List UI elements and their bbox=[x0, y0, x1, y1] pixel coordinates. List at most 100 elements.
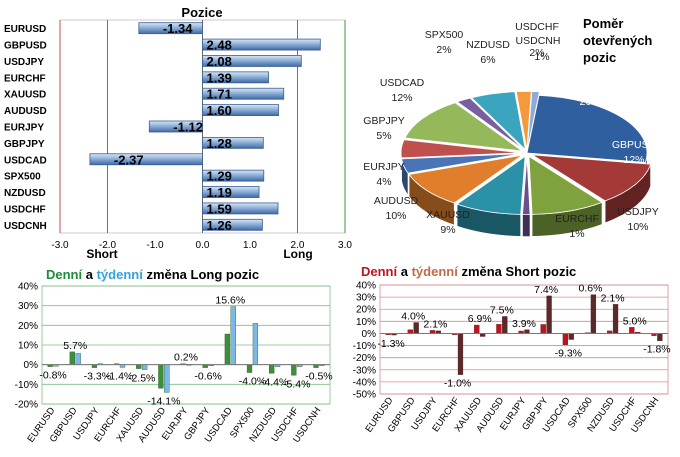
pie-label-percent: 2% bbox=[436, 44, 451, 56]
pie-label-percent: 1% bbox=[569, 228, 584, 240]
position-value-label: 2.08 bbox=[207, 54, 232, 69]
long-title-part-3: týdenní bbox=[97, 267, 144, 282]
bar-t-denn--usdcad bbox=[230, 306, 236, 365]
y-tick-label: 30% bbox=[356, 293, 376, 304]
bar-denn--usdchf bbox=[291, 364, 297, 376]
position-bar-eurusd bbox=[138, 22, 203, 35]
bar-t-denn--eurjpy bbox=[524, 329, 530, 334]
pie-label-name: USDCNH bbox=[516, 35, 561, 47]
position-category-label: NZDUSD bbox=[4, 188, 46, 199]
data-label: -1.3% bbox=[377, 338, 404, 350]
bar-t-denn--spx500 bbox=[252, 323, 259, 365]
pie-label-name: EURJPY bbox=[363, 161, 404, 173]
position-value-label: 1.39 bbox=[207, 70, 232, 85]
position-value-label: 1.71 bbox=[207, 87, 232, 102]
bar-denn--usdcad bbox=[224, 333, 231, 365]
data-label: 4.0% bbox=[401, 311, 425, 323]
short-title-part-3: týdenní bbox=[412, 264, 459, 279]
data-label: 0.6% bbox=[578, 283, 602, 295]
bar-t-denn--xauusd bbox=[141, 364, 148, 370]
bar-t-denn--usdcad bbox=[568, 333, 574, 340]
pie-slice-usdjpy bbox=[528, 155, 603, 215]
position-bar-eurchf bbox=[202, 71, 269, 84]
positions-title: Pozice bbox=[181, 5, 222, 20]
pie-title-line-1: Poměr bbox=[583, 16, 623, 31]
bar-denn--audusd bbox=[496, 324, 502, 334]
data-label: -14.1% bbox=[147, 395, 180, 407]
position-value-label: 1.59 bbox=[207, 201, 232, 216]
short-label: Short bbox=[86, 247, 117, 261]
position-value-label: -1.12 bbox=[173, 120, 203, 135]
long-title-part-2: a bbox=[82, 267, 96, 282]
position-bar-audusd bbox=[202, 104, 279, 117]
data-label: 2.1% bbox=[601, 292, 625, 304]
pie-label-name: GBPJPY bbox=[363, 115, 404, 127]
position-bar-eurjpy bbox=[148, 120, 203, 133]
pie-slice-gbpusd bbox=[531, 154, 652, 202]
pie-label-percent: 1% bbox=[534, 51, 549, 63]
position-value-label: 1.29 bbox=[207, 169, 232, 184]
position-x-tick: 3.0 bbox=[338, 240, 352, 251]
data-label: -0.5% bbox=[305, 371, 332, 383]
position-x-tick: -3.0 bbox=[51, 240, 69, 251]
pie-label-percent: 26% bbox=[579, 96, 600, 108]
positions-chart: Pozice -1.34 2.482.081.39 1.711.60 -1.12 1.2… bbox=[4, 5, 352, 261]
position-category-label: SPX500 bbox=[4, 172, 41, 183]
pie-label-name: USDCHF bbox=[515, 21, 559, 33]
short-change-chart: Denní a týdenní změna Short pozic 40%30%… bbox=[353, 264, 671, 435]
position-category-label: EURJPY bbox=[4, 123, 44, 134]
long-title-part-1: Denní bbox=[46, 267, 83, 282]
position-x-tick: -2.0 bbox=[99, 240, 117, 251]
data-label: -5.4% bbox=[283, 378, 310, 390]
long-title-part-4: změna Long pozic bbox=[143, 267, 259, 282]
position-category-label: GBPJPY bbox=[4, 139, 45, 150]
data-label: 6.9% bbox=[468, 313, 492, 325]
data-label: 7.4% bbox=[534, 284, 558, 296]
data-label: 2.1% bbox=[423, 318, 447, 330]
data-label: -0.6% bbox=[194, 371, 221, 383]
bar-t-denn--nzdusd bbox=[612, 304, 619, 334]
data-label: 3.9% bbox=[512, 318, 536, 330]
pie-label-percent: 10% bbox=[385, 210, 406, 222]
pie-label-percent: 6% bbox=[480, 54, 495, 66]
pie-slice-gbpjpy bbox=[400, 139, 522, 159]
data-label: -4.4% bbox=[261, 376, 288, 388]
pie-label-percent: 4% bbox=[376, 176, 391, 188]
data-label: -3.3% bbox=[84, 371, 111, 383]
position-value-label: 1.26 bbox=[207, 218, 232, 233]
data-label: 5.7% bbox=[63, 340, 87, 352]
data-label: 0.2% bbox=[174, 352, 198, 364]
bar-t-denn--usdcnh bbox=[657, 333, 663, 341]
pie-label-name: AUDUSD bbox=[374, 195, 419, 207]
y-tick-label: 0% bbox=[362, 329, 377, 340]
pie-label-name: USDCAD bbox=[380, 77, 425, 89]
y-tick-label: 20% bbox=[356, 305, 376, 316]
position-category-label: USDCAD bbox=[4, 155, 47, 166]
long-change-title: Denní a týdenní změna Long pozic bbox=[46, 267, 259, 282]
bar-t-denn--gbpjpy bbox=[546, 295, 552, 334]
position-value-label: -1.34 bbox=[163, 21, 193, 36]
position-x-tick: -1.0 bbox=[146, 240, 164, 251]
pie-label-name: USDJPY bbox=[617, 206, 658, 218]
y-tick-label: -20% bbox=[15, 400, 38, 411]
pie-chart: Poměr otevřených pozic EURUSD 26% GBPUSD 12… bbox=[363, 16, 658, 240]
long-change-chart: Denní a týdenní změna Long pozic 40% 30% 2… bbox=[15, 267, 333, 445]
pie-label-percent: 9% bbox=[440, 224, 455, 236]
data-label: 7.5% bbox=[490, 304, 514, 316]
y-tick-label: 20% bbox=[18, 321, 38, 332]
position-value-label: 1.19 bbox=[207, 185, 232, 200]
pie-label-percent: 12% bbox=[623, 154, 644, 166]
bar-denn--spx500 bbox=[246, 364, 253, 373]
pie-slice-audusd bbox=[408, 154, 523, 204]
data-label: 5.0% bbox=[623, 315, 647, 327]
position-value-label: 2.48 bbox=[207, 38, 232, 53]
bar-t-denn--audusd bbox=[502, 316, 508, 334]
data-label: -0.8% bbox=[39, 370, 66, 382]
position-category-label: USDCHF bbox=[4, 204, 46, 215]
position-value-label: 1.60 bbox=[207, 103, 232, 118]
position-bar-nzdusd bbox=[202, 186, 260, 198]
pie-label-name: GBPUSD bbox=[612, 139, 657, 151]
position-bar-usdcnh bbox=[202, 218, 263, 231]
position-category-label: USDCNH bbox=[4, 221, 47, 232]
